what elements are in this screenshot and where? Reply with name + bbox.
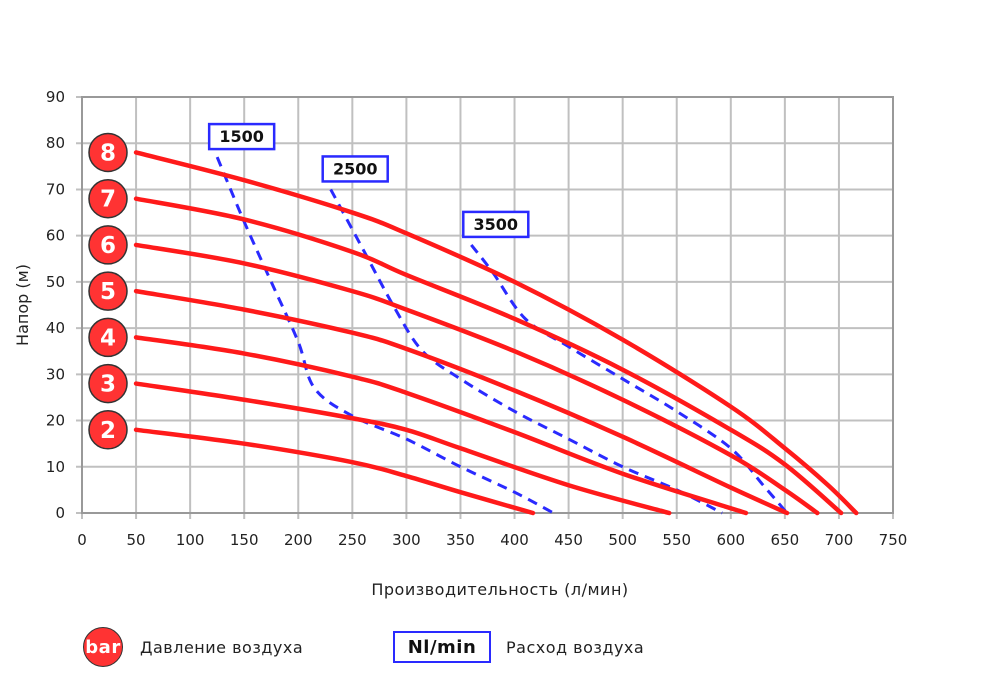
pressure-curve-7 — [133, 196, 844, 516]
y-tick-label: 90 — [46, 88, 65, 106]
x-tick-label: 600 — [716, 531, 745, 549]
x-tick-label: 200 — [284, 531, 313, 549]
airflow-label-1500: 1500 — [219, 127, 264, 146]
x-tick-label: 250 — [338, 531, 367, 549]
x-tick-label: 100 — [176, 531, 205, 549]
y-tick-label: 10 — [46, 458, 65, 476]
airflow-label-box-1500 — [207, 122, 276, 151]
legend-airflow-label: Расход воздуха — [506, 637, 645, 657]
pressure-badge-label-8: 8 — [100, 140, 116, 166]
x-tick-label: 450 — [554, 531, 583, 549]
y-tick-label: 30 — [46, 365, 65, 383]
pressure-curve-5 — [133, 288, 790, 516]
pressure-badge-label-4: 4 — [100, 325, 116, 351]
airflow-curve-1500 — [215, 156, 555, 515]
x-tick-label: 550 — [662, 531, 691, 549]
pressure-curve-3 — [133, 381, 672, 516]
pressure-curve-8 — [133, 150, 859, 516]
y-tick-label: 60 — [46, 227, 65, 245]
x-tick-label: 650 — [771, 531, 800, 549]
plot-frame — [81, 96, 894, 514]
x-tick-label: 750 — [879, 531, 908, 549]
x-tick-label: 150 — [230, 531, 259, 549]
x-tick-label: 50 — [127, 531, 146, 549]
pressure-badge-label-6: 6 — [100, 233, 116, 259]
airflow-curve-3500 — [470, 243, 789, 514]
y-tick-label: 80 — [46, 134, 65, 152]
pressure-curve-2 — [133, 427, 536, 516]
legend-pressure-label: Давление воздуха — [140, 637, 304, 657]
y-axis-title: Напор (м) — [13, 264, 32, 346]
pressure-badge-3 — [88, 363, 128, 404]
y-tick-label: 40 — [46, 319, 65, 337]
legend-airflow: Nl/min Расход воздуха — [393, 628, 644, 666]
pressure-badge-5 — [88, 271, 128, 311]
pressure-badge-8 — [88, 132, 128, 173]
x-tick-label: 700 — [825, 531, 854, 549]
airflow-curve-2500 — [329, 188, 723, 515]
nl-badge-icon: Nl/min — [393, 631, 491, 663]
y-tick-label: 0 — [55, 504, 65, 522]
legend-pressure: bar Давление воздуха — [83, 627, 304, 667]
airflow-label-2500: 2500 — [333, 159, 378, 178]
pressure-badge-label-2: 2 — [100, 418, 116, 444]
airflow-label-3500: 3500 — [474, 215, 519, 234]
pressure-badge-label-3: 3 — [100, 372, 116, 398]
pressure-badge-6 — [88, 225, 128, 265]
pressure-badge-4 — [88, 317, 128, 358]
airflow-label-box-3500 — [462, 210, 530, 239]
y-tick-label: 50 — [46, 273, 65, 291]
x-tick-label: 0 — [77, 531, 87, 549]
pressure-badge-2 — [88, 410, 128, 450]
y-tick-label: 20 — [46, 412, 65, 430]
x-tick-label: 500 — [608, 531, 637, 549]
y-tick-label: 70 — [46, 180, 65, 198]
x-tick-label: 400 — [500, 531, 529, 549]
bar-badge-icon: bar — [83, 627, 123, 667]
pressure-curve-6 — [133, 242, 820, 516]
pressure-badge-label-7: 7 — [100, 187, 116, 213]
pressure-curve-4 — [133, 335, 749, 516]
pressure-badge-label-5: 5 — [100, 279, 116, 305]
pressure-badge-7 — [88, 178, 128, 219]
airflow-label-box-2500 — [321, 155, 389, 183]
x-axis-title: Производительность (л/мин) — [371, 580, 628, 599]
x-tick-label: 350 — [446, 531, 475, 549]
x-tick-label: 300 — [392, 531, 421, 549]
